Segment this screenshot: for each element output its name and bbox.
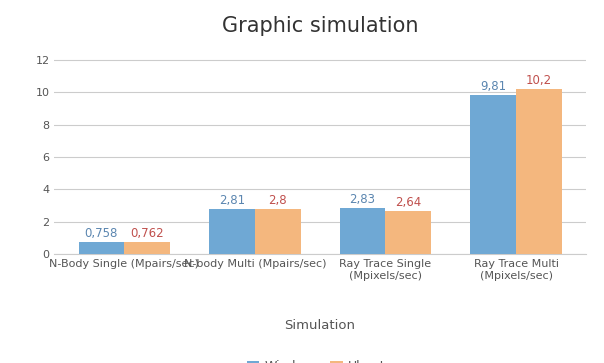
- Bar: [516, 89, 562, 254]
- Title: Graphic simulation: Graphic simulation: [222, 16, 419, 36]
- Bar: [385, 211, 431, 254]
- Bar: [124, 242, 170, 254]
- Text: 2,83: 2,83: [350, 193, 376, 206]
- Text: 0,762: 0,762: [130, 227, 164, 240]
- X-axis label: Simulation: Simulation: [284, 319, 356, 333]
- Bar: [255, 209, 301, 254]
- Text: 9,81: 9,81: [480, 80, 506, 93]
- Text: 2,81: 2,81: [219, 193, 245, 207]
- Text: 10,2: 10,2: [526, 74, 552, 87]
- Text: 2,64: 2,64: [395, 196, 422, 209]
- Bar: [209, 209, 255, 254]
- Bar: [79, 242, 124, 254]
- Bar: [339, 208, 385, 254]
- Text: 0,758: 0,758: [85, 227, 118, 240]
- Legend: Windows, Ubuntu: Windows, Ubuntu: [242, 355, 398, 363]
- Bar: [471, 95, 516, 254]
- Text: 2,8: 2,8: [268, 194, 287, 207]
